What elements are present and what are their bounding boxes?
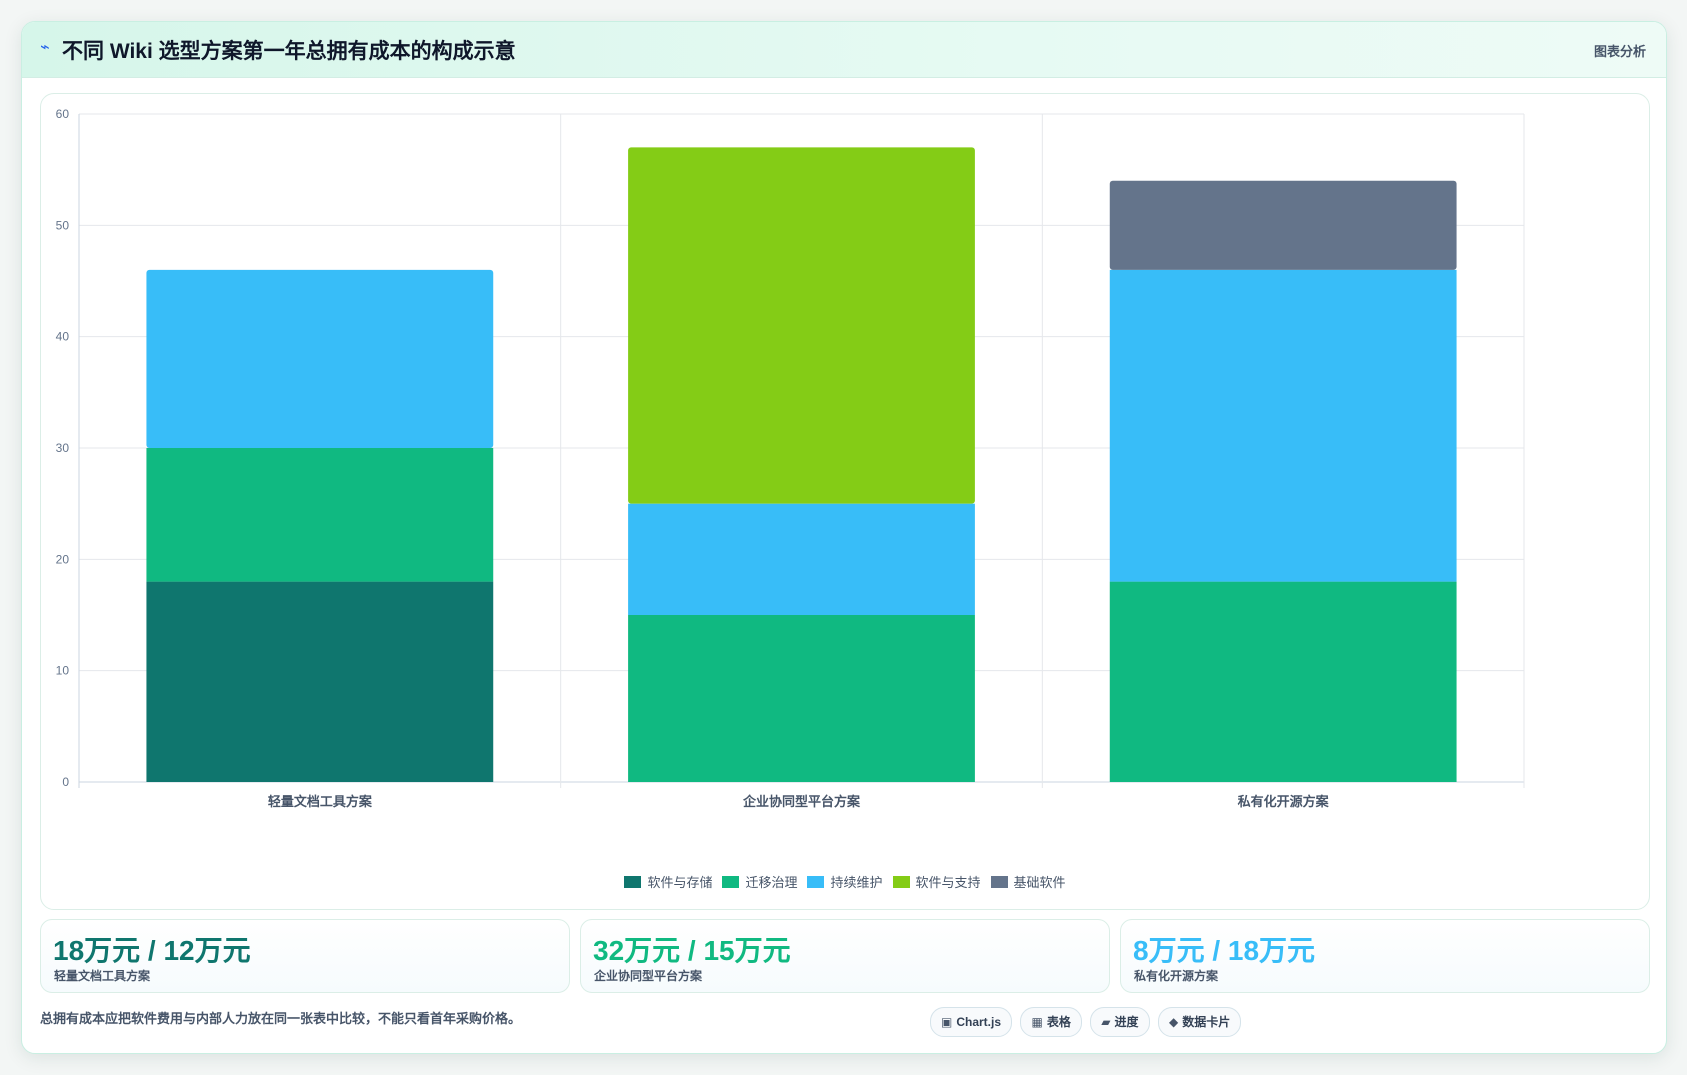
stat-card-light: 18万元 / 12万元 轻量文档工具方案 (40, 919, 570, 993)
chart-panel: 0 10 20 30 40 50 60 轻量文档工具方案 企业协同型平台方案 私有化开源方案 软件… (40, 93, 1650, 910)
bar-segment (146, 269, 494, 448)
stat-value: 8万元 / 18万元 (1133, 935, 1316, 966)
card-header: ⌁ 不同 Wiki 选型方案第一年总拥有成本的构成示意 图表分析 (22, 22, 1666, 78)
legend-item[interactable]: 迁移治理 (722, 872, 797, 891)
bar-segment (1109, 581, 1457, 782)
legend-item[interactable]: 软件与存储 (624, 872, 712, 891)
chart-card: ⌁ 不同 Wiki 选型方案第一年总拥有成本的构成示意 图表分析 0 10 20 30… (21, 21, 1667, 1054)
progress-icon: ▰ (1101, 1015, 1111, 1029)
stat-value: 18万元 / 12万元 (53, 935, 251, 966)
stat-label: 私有化开源方案 (1134, 969, 1219, 983)
legend-swatch (722, 876, 740, 888)
legend-swatch (990, 876, 1008, 888)
y-tick-label: 0 (62, 775, 69, 789)
chip-data-cards[interactable]: ◆ 数据卡片 (1158, 1007, 1242, 1037)
bar-segment (1109, 180, 1457, 270)
chip-label: 进度 (1114, 1015, 1139, 1029)
footnote: 总拥有成本应把软件费用与内部人力放在同一张表中比较，不能只看首年采购价格。 (40, 1011, 522, 1026)
chip-label: Chart.js (956, 1015, 1002, 1029)
legend-swatch (892, 876, 910, 888)
bar-segment (146, 448, 494, 582)
x-tick-label: 私有化开源方案 (1238, 794, 1330, 809)
chip-table[interactable]: ▦ 表格 (1020, 1007, 1082, 1037)
chip-chartjs[interactable]: ▣ Chart.js (930, 1007, 1013, 1037)
legend-label: 迁移治理 (745, 875, 798, 890)
y-tick-label: 60 (56, 107, 70, 121)
chart-legend: 软件与存储 迁移治理 持续维护 软件与支持 基础软件 (41, 872, 1649, 891)
chip-label: 数据卡片 (1182, 1015, 1231, 1029)
card-title: 不同 Wiki 选型方案第一年总拥有成本的构成示意 (62, 40, 516, 63)
x-tick-label: 企业协同型平台方案 (742, 794, 861, 809)
legend-label: 软件与支持 (915, 875, 981, 890)
view-chips: ▣ Chart.js ▦ 表格 ▰ 进度 ◆ 数据卡片 (930, 1007, 1245, 1037)
chart-analysis-label: 图表分析 (1593, 44, 1646, 59)
stat-label: 轻量文档工具方案 (54, 969, 151, 983)
legend-item[interactable]: 软件与支持 (892, 872, 981, 891)
y-tick-label: 40 (56, 330, 70, 344)
stacked-bar-chart: 0 10 20 30 40 50 60 轻量文档工具方案 企业协同型平台方案 私有化开源方案 (56, 107, 1525, 809)
legend-label: 基础软件 (1013, 875, 1066, 890)
y-tick-label: 10 (56, 664, 70, 678)
bar-segment (1109, 269, 1457, 582)
diamond-icon: ◆ (1169, 1015, 1179, 1029)
x-tick-label: 轻量文档工具方案 (268, 794, 373, 809)
y-tick-label: 20 (56, 552, 70, 566)
stat-card-opensource: 8万元 / 18万元 私有化开源方案 (1120, 919, 1650, 993)
legend-label: 持续维护 (830, 875, 883, 890)
stat-card-enterprise: 32万元 / 15万元 企业协同型平台方案 (580, 919, 1110, 993)
bar-segment (628, 147, 975, 504)
legend-item[interactable]: 基础软件 (990, 872, 1066, 891)
bar-segment (628, 615, 975, 782)
legend-item[interactable]: 持续维护 (807, 872, 883, 891)
bar-segment (146, 581, 494, 782)
stat-label: 企业协同型平台方案 (594, 969, 703, 983)
chart-icon: ▣ (941, 1015, 953, 1029)
y-tick-label: 30 (56, 441, 70, 455)
stat-value: 32万元 / 15万元 (593, 935, 791, 966)
legend-swatch (807, 876, 825, 888)
chip-progress[interactable]: ▰ 进度 (1090, 1007, 1150, 1037)
y-tick-label: 50 (56, 218, 70, 232)
legend-label: 软件与存储 (647, 875, 713, 890)
bolt-icon: ⌁ (40, 39, 50, 56)
legend-swatch (624, 876, 642, 888)
bar-segment (628, 503, 975, 615)
chip-label: 表格 (1046, 1015, 1071, 1029)
table-icon: ▦ (1031, 1015, 1043, 1029)
